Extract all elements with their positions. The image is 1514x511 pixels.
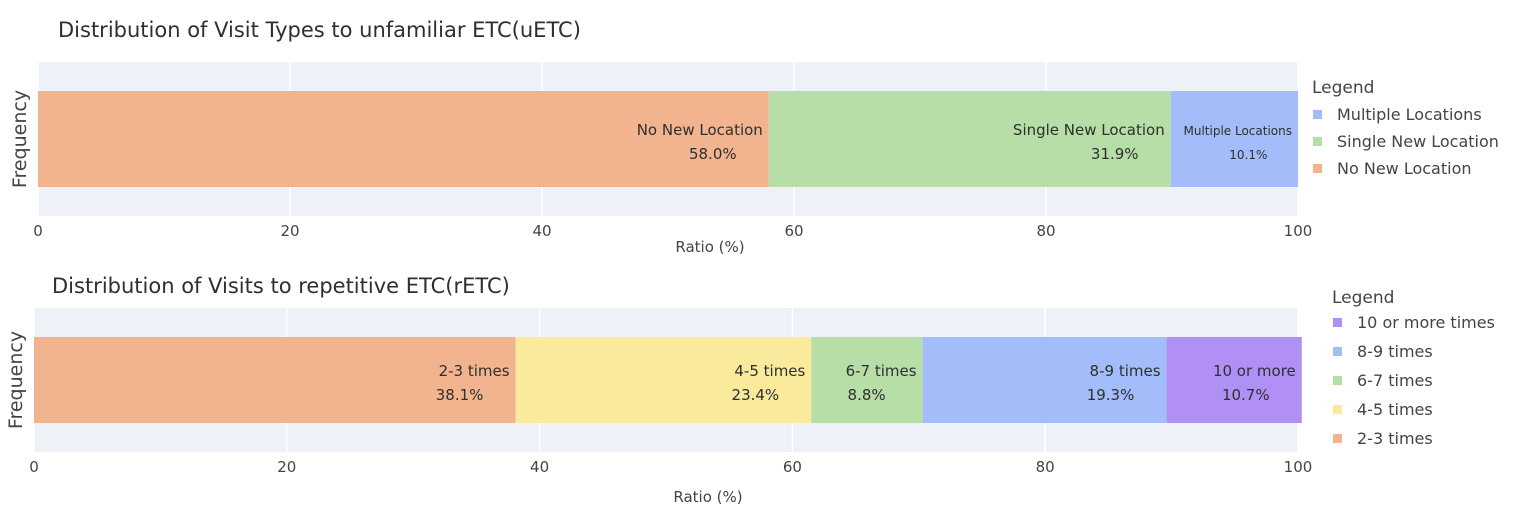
bar-label: 2-3 times [439,362,510,380]
legend-item-label: Multiple Locations [1337,105,1482,124]
x-axis-label: Ratio (%) [675,238,744,256]
legend-swatch [1333,405,1342,414]
legend-swatch [1313,137,1322,146]
bar-segment [768,91,1171,187]
chart-2: Distribution of Visits to repetitive ETC… [5,274,1495,506]
x-tick-label: 20 [277,458,296,476]
bar-value-label: 10.7% [1222,386,1270,404]
x-axis-label: Ratio (%) [673,488,742,506]
legend-swatch [1333,376,1342,385]
bar-label: 6-7 times [846,362,917,380]
x-tick-label: 100 [1284,222,1313,240]
legend-item-label: 2-3 times [1357,429,1433,448]
bar-value-label: 19.3% [1087,386,1135,404]
legend-item-label: 10 or more times [1357,313,1495,332]
legend-item-label: Single New Location [1337,132,1499,151]
x-tick-label: 40 [530,458,549,476]
legend-item-label: No New Location [1337,159,1472,178]
legend-swatch [1313,164,1322,173]
x-tick-label: 0 [33,222,43,240]
x-tick-label: 100 [1284,458,1313,476]
legend-swatch [1313,110,1322,119]
x-tick-label: 40 [532,222,551,240]
bar-segment [34,337,516,423]
x-tick-label: 80 [1036,458,1055,476]
legend-title: Legend [1312,78,1374,98]
bar-label: Single New Location [1013,121,1165,139]
legend-item-label: 8-9 times [1357,342,1433,361]
bar-segment [1166,337,1302,423]
bar-value-label: 23.4% [732,386,780,404]
bar-value-label: 31.9% [1091,145,1139,163]
y-axis-label: Frequency [5,331,27,429]
bar-segment [811,337,923,423]
y-axis-label: Frequency [9,90,31,188]
legend-swatch [1333,318,1342,327]
x-tick-label: 20 [280,222,299,240]
legend-swatch [1333,347,1342,356]
legend-item-label: 6-7 times [1357,371,1433,390]
chart-1: Distribution of Visit Types to unfamilia… [9,18,1499,256]
bar-label: Multiple Locations [1184,124,1293,138]
bar-label: No New Location [637,121,763,139]
legend-swatch [1333,434,1342,443]
bar-segment [515,337,812,423]
x-tick-label: 60 [784,222,803,240]
bar-value-label: 58.0% [689,145,737,163]
x-tick-label: 60 [783,458,802,476]
bar-value-label: 8.8% [848,386,886,404]
x-tick-label: 80 [1036,222,1055,240]
bar-label: 8-9 times [1090,362,1161,380]
chart-title: Distribution of Visit Types to unfamilia… [58,18,581,42]
bar-label: 4-5 times [734,362,805,380]
bar-segment [1170,91,1298,187]
bar-segment [38,91,769,187]
legend-title: Legend [1332,288,1394,308]
legend-item-label: 4-5 times [1357,400,1433,419]
x-tick-label: 0 [29,458,39,476]
chart-title: Distribution of Visits to repetitive ETC… [52,274,510,298]
bar-segment [922,337,1167,423]
bar-value-label: 10.1% [1229,148,1267,162]
legend: Legend 10 or more times 8-9 times 6-7 times… [1332,288,1495,448]
bar-label: 10 or more [1213,362,1296,380]
legend: Legend Multiple Locations Single New Locat… [1312,78,1499,178]
bar-value-label: 38.1% [436,386,484,404]
